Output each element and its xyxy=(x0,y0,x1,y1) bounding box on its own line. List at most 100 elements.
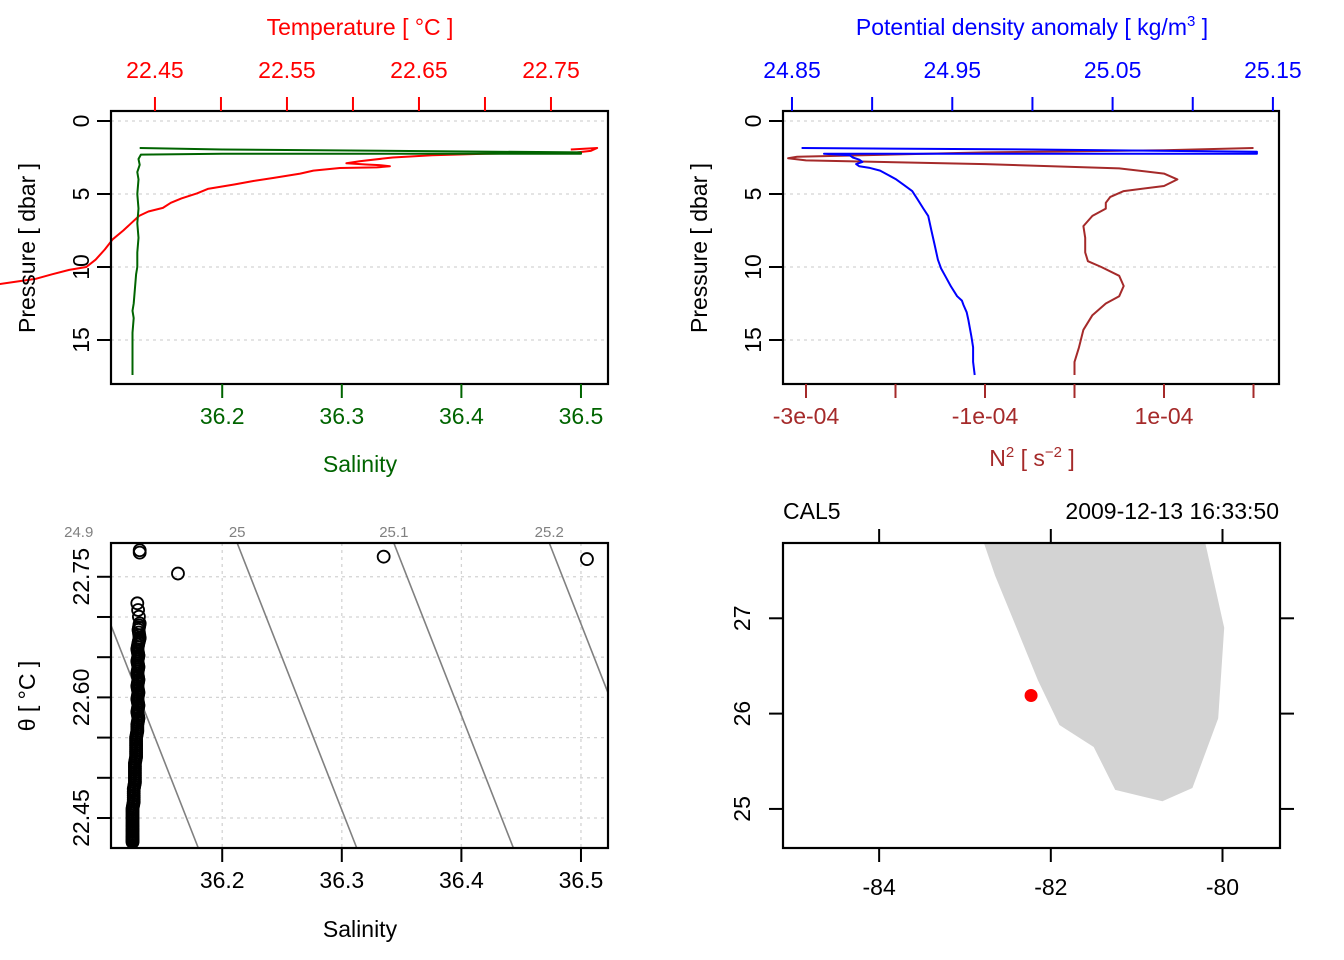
density-title-text: Potential density anomaly [ kg/m xyxy=(856,14,1187,40)
top_axis-tick-label: 22.55 xyxy=(258,57,316,83)
latitude-tick-label: 25 xyxy=(729,796,755,822)
station-marker xyxy=(1024,689,1038,702)
temperature-profile-line xyxy=(0,147,599,286)
n2-title-n: N xyxy=(989,445,1006,471)
ts-point xyxy=(131,603,146,617)
top_axis-tick-label: 24.95 xyxy=(924,57,982,83)
bottom_axis-tick-label: 36.4 xyxy=(439,403,484,429)
top_axis-tick-label: 25.15 xyxy=(1244,57,1302,83)
land-polygon xyxy=(983,543,1225,802)
ts-point xyxy=(130,596,145,611)
ts-point xyxy=(128,767,142,781)
pressure-axis: 0 5 10 15 xyxy=(68,115,111,353)
salinity-axis-title: Salinity xyxy=(323,451,398,477)
bottom_axis-tick-label: 1e-04 xyxy=(1135,403,1194,429)
density-title-sup: 3 xyxy=(1187,13,1195,30)
salinity-axis: 36.2 36.3 36.4 36.5 xyxy=(200,384,604,429)
left-tick-label: 5 xyxy=(740,188,766,201)
plot-frame xyxy=(781,541,1282,850)
salinity-axis-title: Salinity xyxy=(323,916,398,942)
profile-series xyxy=(0,147,599,375)
top_axis-tick-label: 22.65 xyxy=(390,57,448,83)
n2-axis: -3e-04 -1e-04 1e-04 xyxy=(773,384,1255,429)
isopycnal-label: 25.1 xyxy=(379,524,408,541)
bottom_axis-tick-label: -3e-04 xyxy=(773,403,840,429)
salinity-profile-line xyxy=(131,147,582,375)
left-tick-label: 10 xyxy=(68,254,94,280)
panel-temperature-salinity-profile: 22.45 22.55 22.65 22.75 36.2 36.3 36.4 36.5 0 5… xyxy=(0,14,610,477)
isopycnal-line xyxy=(236,543,358,848)
profile-series xyxy=(787,147,1258,376)
pressure-axis-title: Pressure [ dbar ] xyxy=(14,163,40,333)
ts-point xyxy=(129,741,144,756)
left-tick-label: 22.75 xyxy=(68,548,94,606)
left-tick-label: 22.45 xyxy=(68,789,94,847)
top_axis-tick-label: 25.05 xyxy=(1084,57,1142,83)
longitude-tick-label: -82 xyxy=(1034,874,1067,900)
bottom_axis-tick-label: 36.2 xyxy=(200,403,245,429)
ts-point xyxy=(132,545,147,560)
density-profile-line xyxy=(801,147,1258,376)
ts-point xyxy=(580,552,594,566)
pressure-axis-title: Pressure [ dbar ] xyxy=(686,163,712,333)
pressure-axis: 0 5 10 15 xyxy=(740,115,783,353)
ts-point xyxy=(132,609,146,624)
ts-point xyxy=(128,773,142,788)
bottom_axis-tick-label: -1e-04 xyxy=(952,403,1019,429)
panel-density-n2-profile: 24.85 24.95 25.05 25.15 -3e-04 -1e-04 1e-04 0… xyxy=(686,13,1302,471)
top_axis-tick-label: 24.85 xyxy=(763,57,821,83)
left-tick-label: 5 xyxy=(68,188,94,201)
ts-point xyxy=(131,709,146,724)
plot-frame xyxy=(781,109,1281,386)
salinity-axis: 36.2 36.3 36.4 36.5 xyxy=(200,848,604,893)
ts-point xyxy=(130,715,145,730)
panel-station-map: -84 -82 -80 25 26 27 CAL5 2009-12-13 16:33:50 xyxy=(729,498,1294,900)
n2-axis-title: N2 [ s−2 ] xyxy=(989,444,1075,471)
x_axis-tick-label: 36.2 xyxy=(200,867,245,893)
temperature-axis: 22.45 22.55 22.65 22.75 xyxy=(126,57,580,111)
isopycnal-line xyxy=(548,543,608,695)
left-tick-label: 15 xyxy=(740,327,766,353)
latitude-tick-label: 27 xyxy=(729,606,755,632)
ts-point xyxy=(171,566,185,581)
map-axes: -84 -82 -80 25 26 27 xyxy=(729,529,1294,900)
panel-ts-diagram: 24.9 25 25.1 25.2 36.2 36.3 36.4 36.5 22.4522.… xyxy=(14,524,610,942)
x_axis-tick-label: 36.5 xyxy=(559,867,604,893)
isopycnal-label: 24.9 xyxy=(64,524,93,541)
latitude-tick-label: 26 xyxy=(729,701,755,727)
x_axis-tick-label: 36.4 xyxy=(439,867,484,893)
ts-point xyxy=(129,747,144,762)
left-tick-label: 0 xyxy=(68,115,94,128)
left-tick-label: 10 xyxy=(740,254,766,280)
left-tick-label: 22.60 xyxy=(68,669,94,727)
left-tick-label: 0 xyxy=(740,115,766,128)
bottom_axis-tick-label: 36.5 xyxy=(559,403,604,429)
ts-point xyxy=(376,549,391,564)
isopycnal-label: 25 xyxy=(229,524,246,541)
density-axis: 24.85 24.95 25.05 25.15 xyxy=(763,57,1302,111)
pressure-gridlines xyxy=(783,120,1279,341)
ts-point xyxy=(126,786,141,801)
ts-gridlines xyxy=(111,543,608,848)
bottom_axis-tick-label: 36.3 xyxy=(319,403,364,429)
n2-title-sup: 2 xyxy=(1006,444,1014,461)
top_axis-tick-label: 22.45 xyxy=(126,57,184,83)
ts-point xyxy=(125,810,140,825)
temperature-axis-title: Temperature [ °C ] xyxy=(267,14,454,40)
plot-frame xyxy=(109,109,610,386)
station-name: CAL5 xyxy=(783,498,841,524)
x_axis-tick-label: 36.3 xyxy=(319,867,364,893)
density-title-close: ] xyxy=(1195,14,1208,40)
left-tick-label: 15 xyxy=(68,327,94,353)
station-datetime: 2009-12-13 16:33:50 xyxy=(1065,498,1279,524)
isopycnal-label: 25.2 xyxy=(535,524,564,541)
n2-title-sup2: −2 xyxy=(1045,444,1062,461)
n2-title-units: [ s xyxy=(1014,445,1045,471)
theta-axis-title: θ [ °C ] xyxy=(14,661,40,732)
longitude-tick-label: -84 xyxy=(863,874,896,900)
n2-title-close: ] xyxy=(1062,445,1075,471)
theta-axis: 22.45 22.60 22.75 xyxy=(68,548,111,847)
longitude-tick-label: -80 xyxy=(1206,874,1239,900)
ts-points xyxy=(125,543,594,848)
